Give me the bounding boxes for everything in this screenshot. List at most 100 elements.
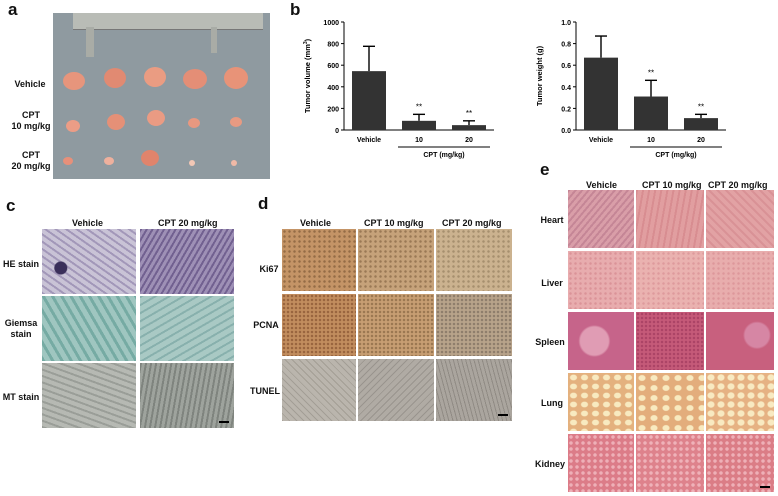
- d-col-cpt10: CPT 10 mg/kg: [364, 218, 424, 228]
- e-liver-cpt20: [706, 251, 774, 309]
- category-label: Vehicle: [357, 137, 381, 144]
- y-tick-label: 0.8: [561, 42, 571, 49]
- group-label: CPT (mg/kg): [423, 152, 464, 159]
- caliper-ruler: [73, 13, 263, 30]
- e-spleen-vehicle: [568, 312, 634, 370]
- e-lung-cpt10: [636, 373, 704, 431]
- tumor: [107, 114, 125, 130]
- y-tick-label: 0.6: [561, 63, 571, 70]
- e-kidney-vehicle: [568, 434, 634, 492]
- tumor: [141, 150, 159, 166]
- c-col-vehicle: Vehicle: [72, 218, 104, 228]
- d-tunel-cpt20: [436, 359, 512, 421]
- c-mt-cpt20: [140, 363, 234, 428]
- y-axis-label: Tumor weight (g): [535, 45, 544, 106]
- c-row-mt: MT stain: [2, 392, 40, 402]
- scale-bar: [760, 486, 770, 488]
- tumors-svg: [63, 67, 248, 166]
- d-ki67-vehicle: [282, 229, 356, 291]
- e-kidney-cpt10: [636, 434, 704, 492]
- d-row-tunel: TUNEL: [250, 386, 280, 396]
- tumor-row-label-cpt20: CPT 20 mg/kg: [11, 150, 51, 171]
- e-spleen-cpt20: [706, 312, 774, 370]
- tumor: [231, 160, 237, 166]
- tumor: [183, 69, 207, 89]
- c-he-vehicle: [42, 229, 136, 294]
- e-col-cpt20: CPT 20 mg/kg: [708, 180, 768, 190]
- caliper-jaw-right: [211, 27, 217, 53]
- panel-e-letter: e: [540, 160, 550, 179]
- caliper-jaw-left: [86, 27, 94, 57]
- category-label: 10: [415, 137, 423, 144]
- bar: [402, 120, 436, 130]
- scale-bar: [498, 414, 508, 416]
- tumor-photo: [53, 13, 270, 179]
- e-liver-cpt10: [636, 251, 704, 309]
- tumor-volume-chart: 0 200 400 600 800 1000 Tumor volume (mm3) Vehic…: [303, 20, 494, 159]
- y-tick-label: 0.2: [561, 106, 571, 113]
- panel-a-letter: a: [8, 0, 18, 19]
- panel-c-letter: c: [6, 196, 16, 215]
- d-ki67-cpt20: [436, 229, 512, 291]
- tumor: [230, 117, 242, 127]
- c-giemsa-cpt20: [140, 296, 234, 361]
- y-tick-label: 0.0: [561, 128, 571, 135]
- bar: [584, 57, 618, 130]
- e-heart-cpt10: [636, 190, 704, 248]
- tumor: [147, 110, 165, 126]
- d-row-ki67: Ki67: [259, 264, 279, 274]
- bar: [634, 96, 668, 130]
- significance-mark: **: [698, 102, 704, 111]
- y-tick-label: 0.4: [561, 85, 571, 92]
- y-axis-label: Tumor volume (mm3): [303, 38, 312, 113]
- d-ki67-cpt10: [358, 229, 434, 291]
- y-tick-label: 1000: [323, 20, 339, 27]
- y-tick-label: 0: [335, 128, 339, 135]
- e-heart-vehicle: [568, 190, 634, 248]
- tumor: [66, 120, 80, 132]
- c-he-cpt20: [140, 229, 234, 294]
- d-col-vehicle: Vehicle: [300, 218, 332, 228]
- e-lung-vehicle: [568, 373, 634, 431]
- tumor-row-label-cpt10: CPT 10 mg/kg: [11, 110, 51, 131]
- d-pcna-vehicle: [282, 294, 356, 356]
- e-liver-vehicle: [568, 251, 634, 309]
- c-giemsa-vehicle: [42, 296, 136, 361]
- tumor: [63, 157, 73, 165]
- category-label: Vehicle: [589, 137, 613, 144]
- significance-mark: **: [648, 68, 654, 77]
- tumor: [144, 67, 166, 87]
- y-tick-label: 200: [327, 106, 339, 113]
- tumor: [224, 67, 248, 89]
- significance-mark: **: [416, 102, 422, 111]
- c-row-he: HE stain: [2, 259, 39, 269]
- tumor: [104, 68, 126, 88]
- d-col-cpt20: CPT 20 mg/kg: [442, 218, 502, 228]
- d-pcna-cpt20: [436, 294, 512, 356]
- tumor: [188, 118, 200, 128]
- c-col-cpt20: CPT 20 mg/kg: [158, 218, 218, 228]
- tumor: [104, 157, 114, 165]
- d-row-pcna: PCNA: [253, 320, 279, 330]
- bar: [684, 118, 718, 130]
- c-row-giemsa: Giemsa stain: [4, 318, 38, 339]
- scale-bar: [219, 421, 229, 423]
- bar: [452, 125, 486, 130]
- e-heart-cpt20: [706, 190, 774, 248]
- e-row-kidney: Kidney: [534, 459, 565, 469]
- e-col-cpt10: CPT 10 mg/kg: [642, 180, 702, 190]
- bar: [352, 71, 386, 130]
- d-tunel-vehicle: [282, 359, 356, 421]
- tumor-row-label-vehicle: Vehicle: [14, 79, 46, 89]
- y-tick-label: 1.0: [561, 20, 571, 27]
- e-spleen-cpt10: [636, 312, 704, 370]
- e-row-lung: Lung: [541, 398, 563, 408]
- panel-d-letter: d: [258, 194, 269, 213]
- e-col-vehicle: Vehicle: [586, 180, 618, 190]
- tumor: [189, 160, 195, 166]
- y-tick-label: 600: [327, 63, 339, 70]
- e-row-heart: Heart: [540, 215, 564, 225]
- e-kidney-cpt20: [706, 434, 774, 492]
- significance-mark: **: [466, 109, 472, 118]
- e-lung-cpt20: [706, 373, 774, 431]
